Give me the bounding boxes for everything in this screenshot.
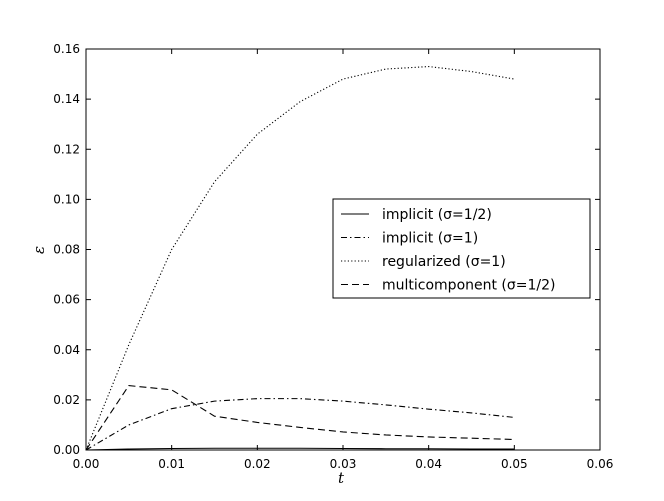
legend-label-3: regularized (σ=1): [382, 254, 506, 270]
legend-label-1: implicit (σ=1/2): [382, 207, 492, 223]
x-tick-label: 0.02: [244, 457, 271, 471]
legend-items: implicit (σ=1/2) implicit (σ=1) regularize…: [341, 207, 556, 294]
plot-frame: [85, 48, 601, 451]
x-tick-label: 0.06: [587, 457, 614, 471]
y-tick-label: 0.16: [53, 42, 80, 56]
y-tick-label: 0.14: [53, 92, 80, 106]
series-line-4: [85, 385, 515, 451]
series-line-2: [85, 398, 515, 451]
y-tick-label: 0.10: [53, 192, 80, 206]
x-tick-label: 0.01: [158, 457, 185, 471]
tick-layer: 0.00 0.01 0.02 0.03 0.04 0.05 0.06 0.00 0.02 0.04…: [53, 42, 613, 471]
series-line-1: [85, 447, 515, 451]
y-tick-label: 0.08: [53, 243, 80, 257]
x-tick-label: 0.03: [330, 457, 357, 471]
y-axis-label: ε: [30, 246, 48, 254]
y-tick-label: 0.02: [53, 393, 80, 407]
y-tick-label: 0.00: [53, 443, 80, 457]
y-tick-label: 0.12: [53, 142, 80, 156]
x-tick-label: 0.05: [501, 457, 528, 471]
x-axis-label: t: [338, 469, 345, 487]
y-tick-label: 0.04: [53, 343, 80, 357]
series-layer: [85, 65, 515, 451]
legend: implicit (σ=1/2) implicit (σ=1) regularize…: [332, 198, 591, 299]
x-tick-label: 0.00: [73, 457, 100, 471]
legend-label-2: implicit (σ=1): [382, 231, 478, 247]
y-tick-label: 0.06: [53, 293, 80, 307]
legend-label-4: multicomponent (σ=1/2): [382, 278, 556, 294]
x-tick-label: 0.04: [415, 457, 442, 471]
legend-box: [332, 198, 591, 299]
